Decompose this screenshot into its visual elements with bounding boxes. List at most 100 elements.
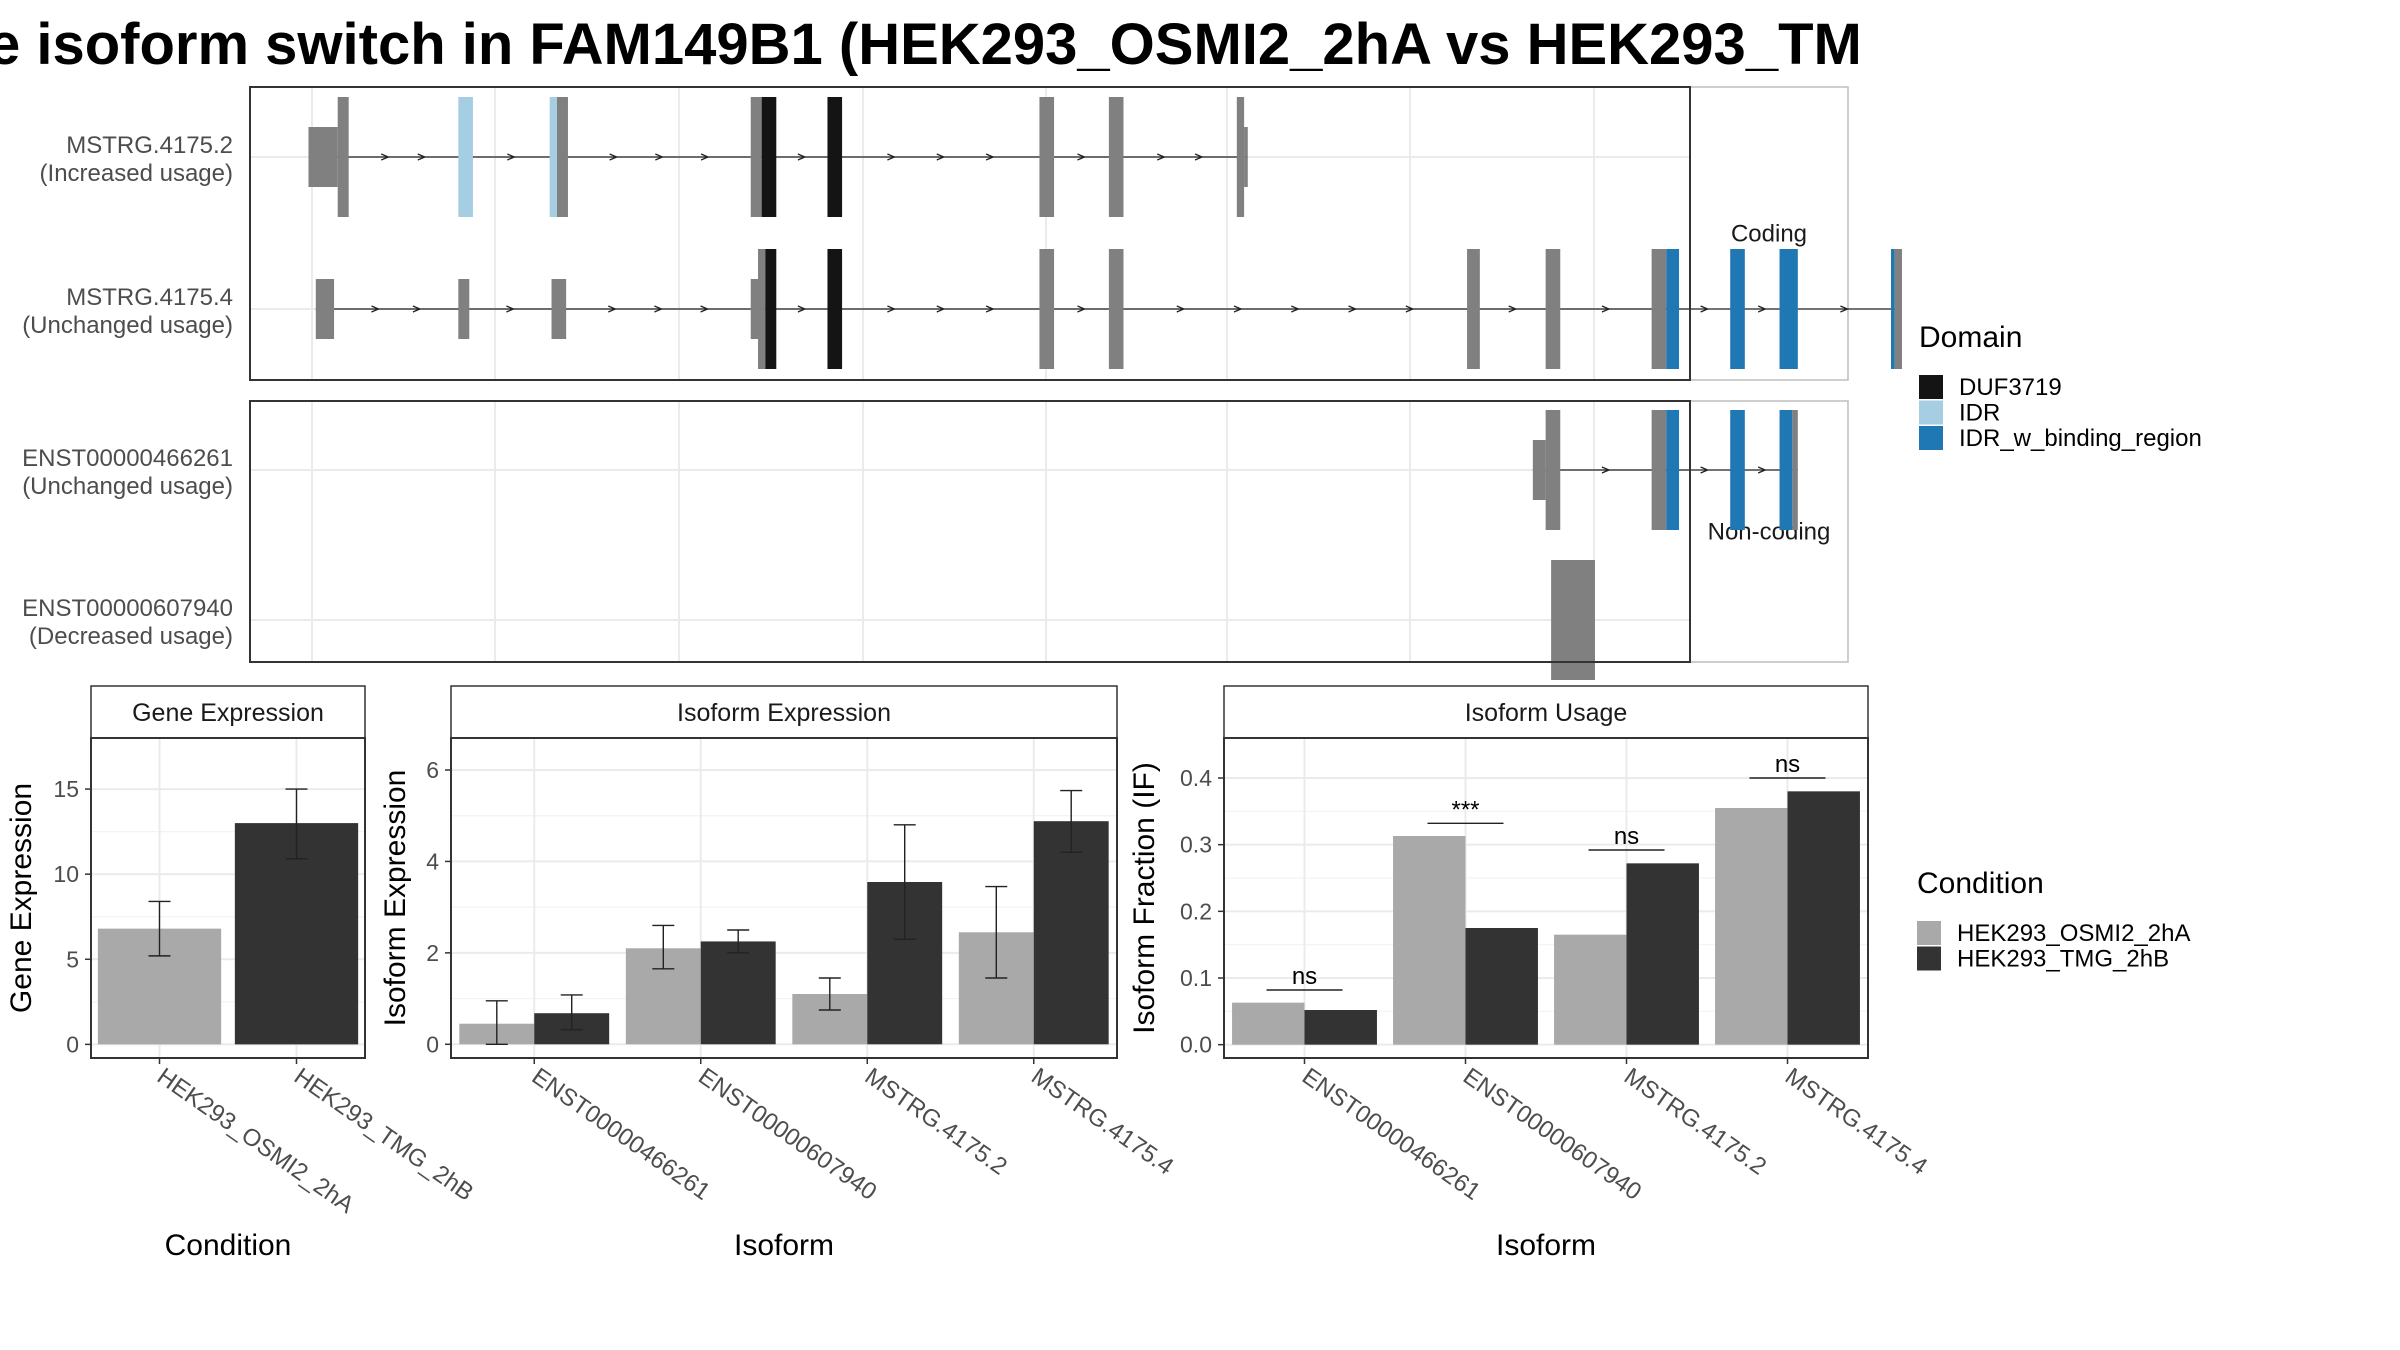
x-tick-label: MSTRG.4175.4 bbox=[1026, 1063, 1178, 1181]
direction-arrow bbox=[1077, 153, 1087, 161]
panel-border bbox=[1223, 737, 1869, 1059]
direction-arrow bbox=[1233, 305, 1243, 313]
direction-arrow bbox=[655, 153, 664, 161]
domain-segment-IDR_w_binding_region bbox=[1730, 410, 1745, 530]
exon bbox=[308, 127, 338, 187]
transcript-usage-label: (Unchanged usage) bbox=[22, 312, 233, 339]
exon bbox=[458, 279, 470, 339]
y-axis-title: Isoform Expression bbox=[379, 770, 412, 1027]
legend-condition-title: Condition bbox=[1917, 867, 2044, 900]
x-tick-label: MSTRG.4175.4 bbox=[1780, 1063, 1932, 1181]
direction-arrow bbox=[1700, 305, 1710, 313]
direction-arrow bbox=[936, 153, 946, 161]
transcript-ENST00000466261 bbox=[1532, 410, 1798, 530]
y-tick-label: 0.0 bbox=[1180, 1032, 1212, 1058]
legend-condition-label: HEK293_OSMI2_2hA bbox=[1957, 920, 2190, 947]
chart-isoform-usage: Isoform Usage 0.0 0.1 0.2 0.3 0.4 ENST00000466… bbox=[1128, 685, 1932, 1262]
direction-arrow bbox=[1840, 305, 1850, 313]
bar bbox=[1465, 928, 1538, 1045]
direction-arrow bbox=[1700, 466, 1710, 474]
exon bbox=[1108, 97, 1124, 217]
exon bbox=[1792, 410, 1798, 530]
transcript-ENST00000607940 bbox=[1551, 560, 1595, 680]
direction-arrow bbox=[1601, 305, 1611, 313]
direction-arrow bbox=[797, 305, 807, 313]
y-tick-label: 10 bbox=[53, 861, 79, 887]
bar bbox=[1715, 808, 1788, 1045]
panel-background bbox=[250, 401, 1690, 662]
bar bbox=[1033, 821, 1109, 1045]
exon bbox=[1651, 410, 1667, 530]
direction-arrow bbox=[887, 153, 897, 161]
direction-arrow bbox=[1077, 305, 1087, 313]
exon bbox=[337, 97, 349, 217]
domain-segment-IDR bbox=[458, 97, 473, 217]
y-tick-label: 0.3 bbox=[1180, 832, 1212, 858]
transcript-usage-label: (Decreased usage) bbox=[29, 623, 233, 650]
panel-background bbox=[250, 87, 1690, 380]
panel-border bbox=[249, 86, 1691, 381]
domain-segment-DUF3719 bbox=[765, 249, 777, 369]
domain-segment-IDR_w_binding_region bbox=[1779, 410, 1793, 530]
direction-arrow bbox=[507, 153, 516, 161]
legend-domain-key bbox=[1919, 400, 1943, 425]
direction-arrow bbox=[1405, 305, 1415, 313]
exon bbox=[758, 249, 766, 369]
chart-gene-expression: Gene Expression051015HEK293_OSMI2_2hAHEK… bbox=[5, 685, 478, 1262]
y-tick-label: 4 bbox=[426, 848, 439, 874]
direction-arrow bbox=[985, 305, 995, 313]
direction-arrow bbox=[417, 153, 427, 161]
significance-label: ns bbox=[1614, 823, 1639, 850]
bar bbox=[234, 823, 359, 1045]
domain-segment-IDR_w_binding_region bbox=[1730, 249, 1745, 369]
exon bbox=[1651, 249, 1667, 369]
chart-isoform-expression: Isoform Expression 0 2 4 6 ENST00000466261ENS… bbox=[379, 685, 1178, 1262]
bar bbox=[1393, 836, 1466, 1045]
y-axis-title: Gene Expression bbox=[5, 783, 38, 1013]
x-tick-label: ENST00000466261 bbox=[1297, 1063, 1485, 1206]
panel-strip bbox=[450, 685, 1118, 739]
legend-domain-label: IDR_w_binding_region bbox=[1959, 425, 2202, 452]
exon bbox=[1551, 560, 1595, 680]
direction-arrow bbox=[700, 305, 710, 313]
direction-arrow bbox=[371, 305, 381, 313]
panel-strip-title: Isoform Usage bbox=[1465, 699, 1628, 727]
y-tick-label: 15 bbox=[53, 776, 79, 802]
domain-segment-IDR bbox=[549, 97, 558, 217]
exon bbox=[1894, 249, 1902, 369]
exon bbox=[1039, 97, 1055, 217]
y-tick-label: 0.2 bbox=[1180, 898, 1212, 924]
domain-segment-DUF3719 bbox=[827, 249, 843, 369]
significance-label: ns bbox=[1775, 751, 1800, 778]
structure-panel-coding: Coding bbox=[250, 86, 1849, 381]
direction-arrow bbox=[797, 153, 807, 161]
direction-arrow bbox=[1194, 153, 1204, 161]
direction-arrow bbox=[700, 153, 710, 161]
exon bbox=[1532, 440, 1546, 500]
direction-arrow bbox=[1291, 305, 1300, 313]
transcript-MSTRG.4175.4 bbox=[315, 249, 1902, 369]
exon bbox=[1545, 249, 1561, 369]
legend-condition-key bbox=[1917, 946, 1941, 971]
plot-title: e isoform switch in FAM149B1 (HEK293_OSM… bbox=[0, 12, 1858, 77]
x-tick-label: MSTRG.4175.2 bbox=[860, 1063, 1012, 1181]
direction-arrow bbox=[380, 153, 390, 161]
exon bbox=[1236, 97, 1245, 217]
panel-border bbox=[249, 400, 1691, 663]
legend-condition-label: HEK293_TMG_2hB bbox=[1957, 946, 2169, 973]
exon bbox=[1244, 127, 1248, 187]
y-tick-label: 2 bbox=[426, 940, 439, 966]
direction-arrow bbox=[506, 305, 516, 313]
bar bbox=[700, 941, 776, 1045]
x-tick-label: ENST00000607940 bbox=[1458, 1063, 1646, 1206]
bar bbox=[1626, 863, 1699, 1045]
legend-domain-label: IDR bbox=[1959, 400, 2000, 427]
panel-border bbox=[450, 737, 1118, 1059]
direction-arrow bbox=[609, 153, 619, 161]
direction-arrow bbox=[412, 305, 422, 313]
direction-arrow bbox=[608, 305, 617, 313]
y-tick-label: 0 bbox=[66, 1031, 79, 1057]
exon bbox=[551, 279, 567, 339]
